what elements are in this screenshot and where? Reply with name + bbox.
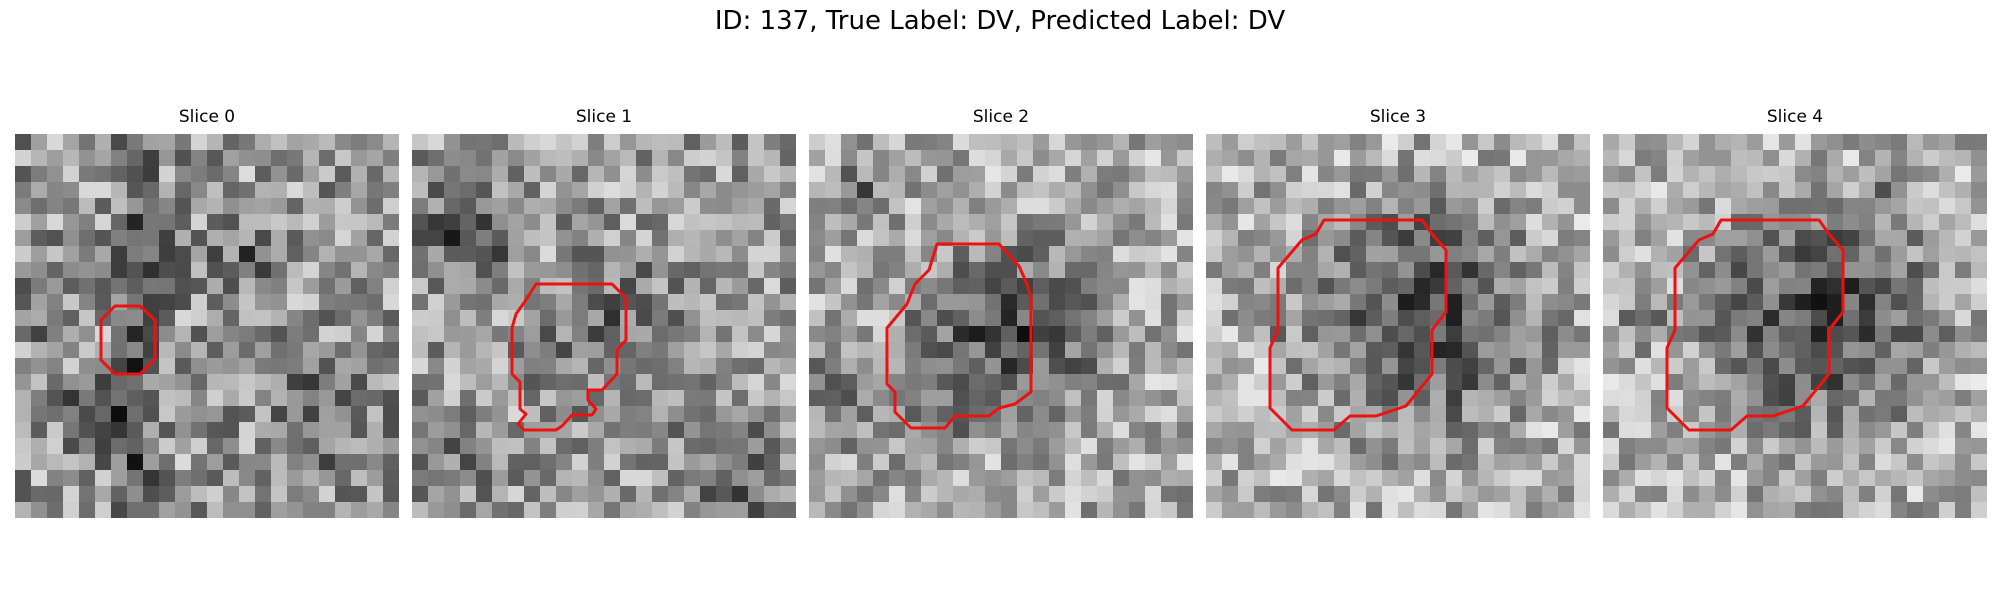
slice-panel-0: Slice 0 bbox=[15, 104, 399, 518]
segmentation-contour bbox=[510, 282, 628, 432]
pixel-grid bbox=[412, 134, 796, 518]
slice-image-4 bbox=[1603, 134, 1987, 518]
pixel-grid bbox=[15, 134, 399, 518]
slice-panel-2: Slice 2 bbox=[809, 104, 1193, 518]
slice-image-2 bbox=[809, 134, 1193, 518]
pixel-grid bbox=[1603, 134, 1987, 518]
segmentation-contour bbox=[1268, 218, 1448, 432]
slice-title-1: Slice 1 bbox=[575, 107, 633, 127]
slice-image-0 bbox=[15, 134, 399, 518]
pixel-grid bbox=[809, 134, 1193, 518]
slice-panel-1: Slice 1 bbox=[412, 104, 796, 518]
figure-title: ID: 137, True Label: DV, Predicted Label… bbox=[714, 6, 1286, 36]
slice-title-0: Slice 0 bbox=[178, 107, 236, 127]
slice-title-4: Slice 4 bbox=[1766, 107, 1824, 127]
slice-title-3: Slice 3 bbox=[1369, 107, 1427, 127]
segmentation-contour bbox=[1665, 218, 1845, 432]
segmentation-contour bbox=[99, 304, 157, 376]
slice-panel-4: Slice 4 bbox=[1603, 104, 1987, 518]
slice-image-3 bbox=[1206, 134, 1590, 518]
slice-panel-3: Slice 3 bbox=[1206, 104, 1590, 518]
pixel-grid bbox=[1206, 134, 1590, 518]
slice-title-2: Slice 2 bbox=[972, 107, 1030, 127]
slice-image-1 bbox=[412, 134, 796, 518]
segmentation-contour bbox=[885, 242, 1033, 430]
